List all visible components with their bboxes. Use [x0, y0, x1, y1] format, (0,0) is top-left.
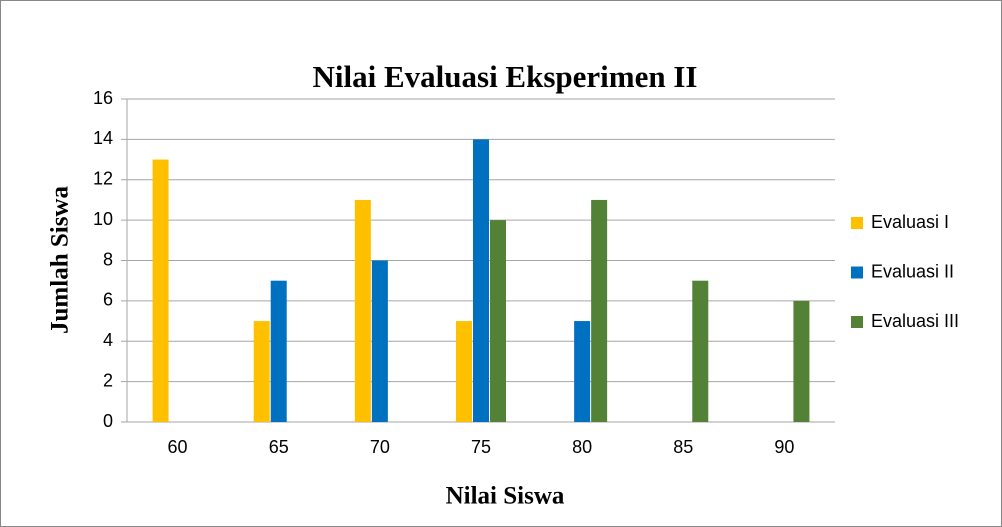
x-tick-label: 75	[471, 437, 491, 457]
legend-swatch	[851, 266, 863, 279]
legend-label: Evaluasi II	[871, 261, 954, 281]
bar	[574, 321, 591, 422]
y-tick-label: 8	[103, 249, 113, 269]
bar	[473, 139, 489, 422]
x-tick-label: 65	[269, 437, 289, 457]
bar	[270, 280, 287, 422]
y-tick-label: 4	[103, 330, 113, 350]
bar	[253, 321, 270, 422]
bar	[692, 280, 709, 422]
x-tick-label: 60	[168, 437, 188, 457]
y-tick-label: 12	[93, 169, 113, 189]
x-axis-label: Nilai Siswa	[446, 483, 565, 510]
y-tick-label: 14	[93, 128, 113, 148]
bar	[456, 321, 472, 422]
y-tick-label: 2	[103, 370, 113, 390]
y-tick-label: 16	[93, 88, 113, 108]
bar	[793, 300, 810, 422]
bar	[591, 199, 608, 422]
legend-swatch	[851, 217, 863, 229]
y-tick-label: 6	[103, 290, 113, 310]
legend-label: Evaluasi I	[871, 212, 949, 232]
chart-title: Nilai Evaluasi Eksperimen II	[313, 59, 698, 94]
x-tick-label: 90	[774, 437, 794, 457]
x-tick-label: 70	[370, 437, 390, 457]
x-tick-label: 85	[673, 437, 693, 457]
y-tick-label: 10	[93, 209, 113, 229]
y-tick-label: 0	[103, 411, 113, 431]
legend-label: Evaluasi III	[871, 311, 959, 331]
bar	[354, 199, 371, 422]
bar	[152, 159, 169, 422]
legend-swatch	[851, 316, 863, 328]
y-axis-label: Jumlah Siswa	[47, 186, 74, 334]
bar	[490, 220, 506, 422]
bar	[371, 260, 388, 422]
x-tick-label: 80	[572, 437, 592, 457]
